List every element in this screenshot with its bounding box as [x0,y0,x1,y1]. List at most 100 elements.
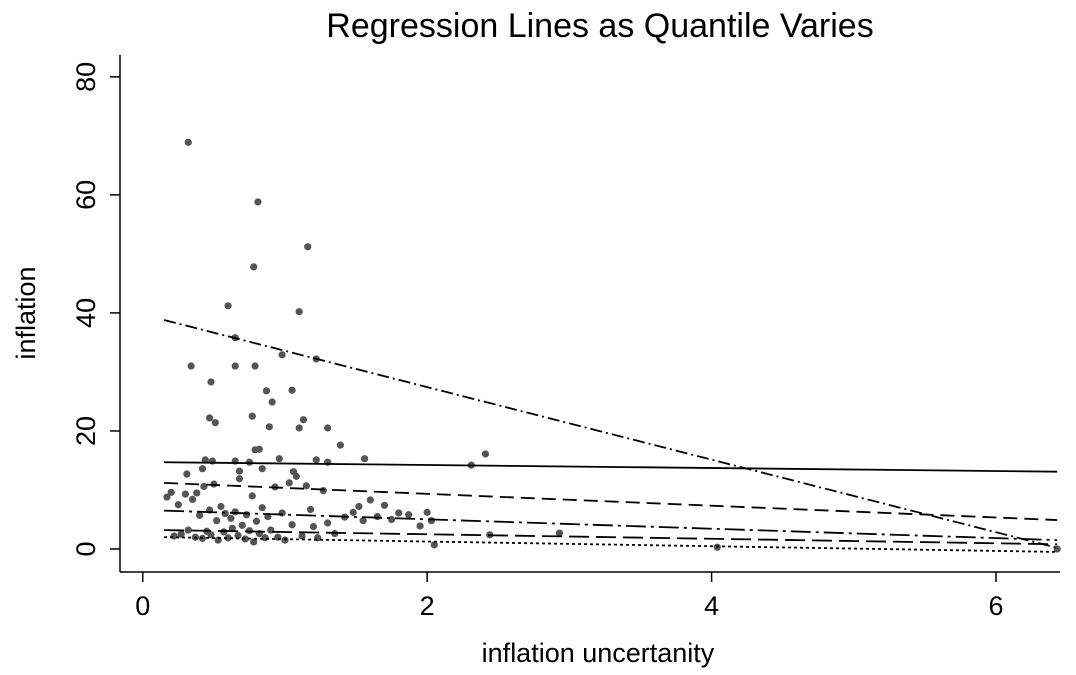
point [416,522,424,530]
y-tick-label: 20 [71,416,101,446]
y-tick-label: 40 [71,298,101,328]
point [281,536,289,544]
point [265,423,273,431]
point [181,490,190,498]
point [248,412,256,420]
point [235,467,244,475]
point [255,445,263,453]
point [167,488,175,496]
point [278,509,286,517]
point [193,489,201,497]
x-tick-label: 6 [988,591,1003,621]
chart-title: Regression Lines as Quantile Varies [326,7,873,45]
point [299,416,308,424]
point [388,515,396,524]
point [405,511,413,519]
y-tick-label: 80 [71,62,101,92]
point [275,455,283,463]
x-tick-label: 0 [135,591,150,621]
point [251,362,259,370]
point [184,138,192,146]
point [261,534,269,542]
point [238,521,246,529]
point [235,475,244,483]
point [319,486,327,495]
point [395,509,403,517]
x-tick-label: 2 [420,591,435,621]
point [250,538,258,546]
point [242,511,251,519]
point [324,519,332,527]
point [285,479,293,487]
regression-line [164,461,1058,473]
point [481,450,490,458]
point [234,531,242,540]
point [258,504,266,512]
point [295,424,303,432]
point [196,511,204,519]
point [184,526,192,534]
point [355,502,363,511]
regression-line [164,509,1058,542]
point [174,501,182,509]
point [349,508,357,516]
point [360,455,369,463]
point [217,502,225,511]
point [366,496,374,504]
point [231,508,239,516]
point [213,517,221,525]
point [221,509,229,518]
point [359,517,367,525]
point [430,541,438,549]
y-axis-label: inflation [11,266,41,359]
regression-line [164,536,1058,553]
point [248,492,256,500]
point [207,531,215,539]
point [198,465,207,473]
point [224,302,232,310]
y-tick-label: 0 [71,541,101,556]
point [201,456,209,464]
point [262,387,271,395]
point [187,362,195,370]
point [228,524,236,532]
point [312,456,320,464]
point [205,414,214,422]
point [288,386,296,394]
point [207,378,215,386]
point [227,514,235,522]
point [170,532,178,540]
point [268,398,276,406]
point [250,263,258,271]
regression-line [164,529,1058,546]
point [324,424,332,432]
point [200,482,208,491]
point [298,532,306,540]
point [258,465,266,473]
point [295,308,303,316]
point [555,529,564,537]
y-tick-label: 60 [71,180,101,210]
point [278,351,286,359]
point [373,512,381,521]
point [292,472,300,480]
point [177,530,185,538]
point [224,534,232,542]
point [423,508,431,516]
point [231,362,239,370]
point [183,470,191,478]
point [304,243,312,251]
point [252,517,261,525]
point [309,522,318,531]
point [427,517,436,525]
point [188,495,197,504]
point [336,441,345,449]
x-tick-label: 4 [704,591,719,621]
point [302,482,310,490]
point [306,505,315,514]
point [163,493,171,501]
x-axis-label: inflation uncertanity [482,638,715,668]
point [211,419,219,427]
point [254,198,262,206]
